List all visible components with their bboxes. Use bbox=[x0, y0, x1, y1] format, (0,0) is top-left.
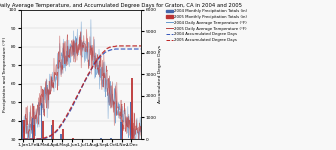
Bar bbox=[112, 138, 113, 139]
Y-axis label: Precipitation and Temperature (°F): Precipitation and Temperature (°F) bbox=[3, 37, 7, 112]
Bar bbox=[131, 78, 133, 139]
Legend: 2004 Monthly Precipitation Totals (in), 2005 Monthly Precipitation Totals (in), : 2004 Monthly Precipitation Totals (in), … bbox=[165, 9, 248, 42]
Bar bbox=[110, 138, 112, 139]
Bar bbox=[122, 124, 123, 139]
Bar bbox=[33, 125, 35, 139]
Bar bbox=[100, 138, 102, 139]
Bar bbox=[52, 120, 54, 139]
Bar bbox=[41, 103, 42, 139]
Bar bbox=[71, 138, 72, 139]
Bar bbox=[60, 134, 62, 139]
Bar bbox=[120, 122, 122, 139]
Y-axis label: Accumulated Degree Days: Accumulated Degree Days bbox=[158, 45, 162, 103]
Title: Monthly Precipitation Totals, Daily Average Temperature, and Accumulated Degree : Monthly Precipitation Totals, Daily Aver… bbox=[0, 3, 242, 8]
Bar bbox=[62, 129, 64, 139]
Bar bbox=[32, 118, 33, 139]
Bar bbox=[23, 120, 25, 139]
Bar bbox=[42, 121, 44, 139]
Bar bbox=[72, 138, 74, 139]
Bar bbox=[130, 102, 131, 139]
Bar bbox=[51, 125, 52, 139]
Bar bbox=[22, 120, 23, 139]
